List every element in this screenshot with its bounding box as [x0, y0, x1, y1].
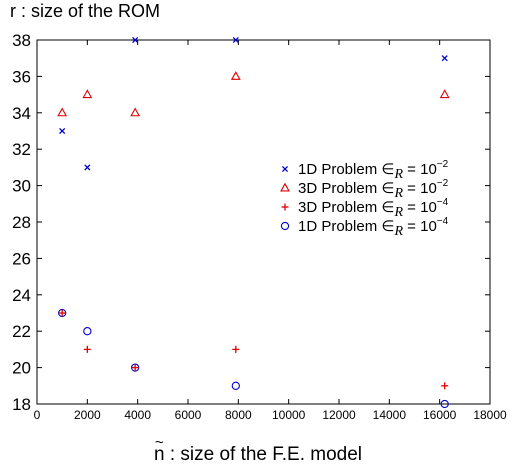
legend-label-part: = 10 [403, 218, 437, 235]
legend-marker [281, 203, 289, 211]
x-tick-label: 16000 [423, 408, 457, 422]
y-tick-label: 28 [12, 213, 31, 232]
x-tick-label: 8000 [225, 408, 252, 422]
data-point-series-0 [441, 55, 448, 62]
x-tick-label: 4000 [124, 408, 151, 422]
y-tick-label: 22 [12, 322, 31, 341]
y-tick-label: 38 [12, 31, 31, 50]
legend-item: 3D Problem ∈R = 10−2 [280, 178, 449, 201]
y-tick-label: 34 [12, 104, 31, 123]
data-point-series-2 [83, 345, 91, 353]
y-tick-label: 24 [12, 286, 31, 305]
legend-label-part: R [393, 167, 403, 182]
x-tick-label: 12000 [322, 408, 356, 422]
legend-label-part: ∈ [381, 199, 394, 216]
x-tick-label: 10000 [272, 408, 306, 422]
legend-label-part: −2 [437, 178, 449, 189]
legend-label-part: ∈ [381, 218, 394, 235]
data-point-series-0 [84, 164, 91, 171]
legend-marker [280, 182, 290, 192]
x-axis-title-tilde-mark: ~ [155, 434, 164, 451]
data-point-series-2 [441, 382, 449, 390]
data-point-series-3 [130, 363, 140, 372]
legend-label: 3D Problem ∈R = 10−2 [298, 178, 449, 201]
legend-label-part: 1D Problem [298, 161, 381, 178]
data-point-series-1 [230, 71, 241, 80]
y-tick-label: 36 [12, 67, 31, 86]
y-tick-label: 30 [12, 177, 31, 196]
data-point-series-0 [232, 36, 239, 44]
x-tick-label: 14000 [373, 408, 407, 422]
legend-label-part: R [393, 186, 403, 201]
x-tick-label: 6000 [175, 408, 202, 422]
y-axis-title: r : size of the ROM [10, 1, 160, 21]
x-tick-label: 0 [34, 408, 41, 422]
legend-label-part: −4 [437, 216, 449, 227]
points-group [57, 36, 450, 409]
data-point-series-1 [130, 107, 141, 117]
data-point-series-3 [440, 399, 449, 409]
data-point-series-2 [58, 309, 66, 317]
data-point-series-2 [232, 345, 240, 353]
data-point-series-3 [83, 327, 92, 336]
data-point-series-1 [439, 89, 450, 99]
legend-item: 1D Problem ∈R = 10−4 [280, 216, 449, 239]
x-axis-title-rest: : size of the F.E. model [165, 444, 362, 465]
y-tick-label: 20 [12, 359, 31, 378]
legend-label-part: = 10 [403, 180, 437, 197]
legend-marker [280, 221, 290, 231]
y-tick-label: 26 [12, 249, 31, 268]
legend-marker [281, 165, 289, 173]
data-point-series-1 [57, 107, 68, 117]
data-point-series-0 [132, 36, 139, 44]
y-tick-label: 18 [12, 395, 31, 414]
ticks-group: 0 2000 4000 6000 8000 10000 12000 14000 16000 180… [12, 31, 507, 422]
legend-label: 1D Problem ∈R = 10−4 [298, 216, 449, 239]
legend-label: 3D Problem ∈R = 10−4 [298, 197, 449, 220]
data-point-series-0 [59, 127, 66, 135]
legend: 1D Problem ∈R = 10−23D Problem ∈R = 10−2… [280, 159, 449, 239]
legend-label: 1D Problem ∈R = 10−2 [298, 159, 449, 182]
y-tick-label: 32 [12, 140, 31, 159]
x-tick-label: 2000 [74, 408, 101, 422]
legend-item: 1D Problem ∈R = 10−2 [281, 159, 449, 182]
legend-label-part: −2 [437, 159, 449, 170]
legend-label-part: ∈ [381, 161, 394, 178]
legend-label-part: −4 [437, 197, 449, 208]
legend-item: 3D Problem ∈R = 10−4 [281, 197, 449, 220]
legend-label-part: = 10 [403, 199, 437, 216]
data-point-series-3 [231, 381, 240, 390]
data-point-series-2 [131, 364, 139, 372]
legend-label-part: = 10 [403, 161, 437, 178]
x-tick-label: 18000 [473, 408, 507, 422]
legend-label-part: 3D Problem [298, 180, 381, 197]
legend-label-part: R [393, 224, 403, 239]
legend-label-part: ∈ [381, 180, 394, 197]
data-point-series-1 [82, 89, 93, 99]
legend-label-part: 1D Problem [298, 218, 381, 235]
x-axis-title: n : size of the F.E. model [154, 444, 362, 465]
legend-label-part: 3D Problem [298, 199, 381, 216]
x-axis-title-n: n [154, 444, 165, 465]
data-point-series-3 [58, 308, 67, 318]
legend-label-part: R [393, 205, 403, 220]
